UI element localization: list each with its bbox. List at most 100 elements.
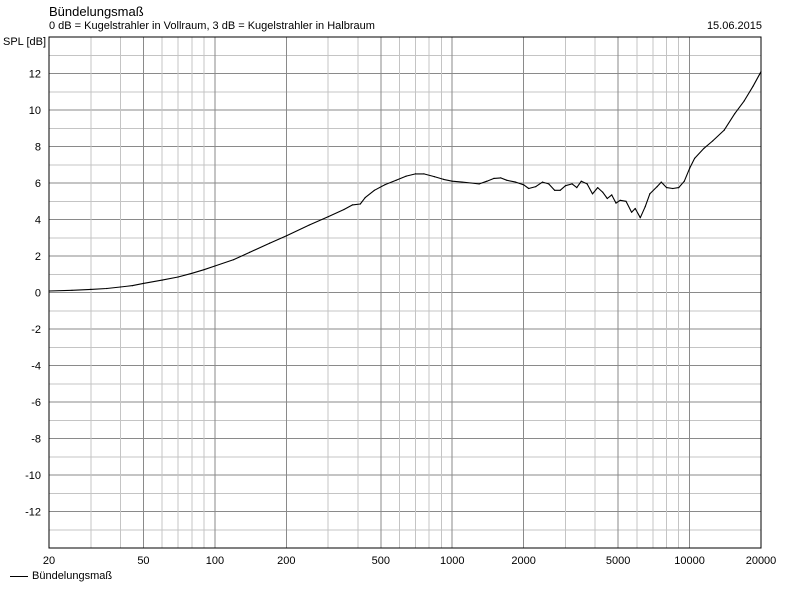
- data-point: [470, 182, 472, 184]
- data-point: [678, 187, 680, 189]
- data-point: [597, 187, 599, 189]
- data-point: [461, 181, 463, 183]
- data-point: [142, 282, 144, 284]
- x-tick-label: 10000: [674, 555, 705, 567]
- x-tick-label: 20: [43, 555, 55, 567]
- chart-date: 15.06.2015: [706, 20, 762, 32]
- data-point: [405, 175, 407, 177]
- y-tick-label: -4: [31, 361, 41, 373]
- data-point: [743, 100, 745, 102]
- data-point: [500, 177, 502, 179]
- data-point: [712, 140, 714, 142]
- data-point: [359, 203, 361, 205]
- data-point: [649, 193, 651, 195]
- data-point: [723, 129, 725, 131]
- data-point: [752, 85, 754, 87]
- data-point: [703, 147, 705, 149]
- x-tick-label: 200: [277, 555, 295, 567]
- y-tick-label: -6: [31, 397, 41, 409]
- data-point: [689, 167, 691, 169]
- x-tick-label: 100: [206, 555, 224, 567]
- y-tick-label: -2: [31, 324, 41, 336]
- legend: Bündelungsmaß: [10, 570, 112, 582]
- series-line: [48, 71, 762, 292]
- data-point: [486, 180, 488, 182]
- data-point: [602, 191, 604, 193]
- data-point: [269, 242, 271, 244]
- data-point: [132, 285, 134, 287]
- data-point: [760, 71, 762, 73]
- data-point: [214, 265, 216, 267]
- chart-subtitle: 0 dB = Kugelstrahler in Vollraum, 3 dB =…: [49, 20, 375, 32]
- data-point: [506, 179, 508, 181]
- x-tick-label: 5000: [606, 555, 630, 567]
- data-point: [683, 180, 685, 182]
- data-point: [548, 183, 550, 185]
- data-point: [611, 194, 613, 196]
- y-tick-label: 10: [29, 105, 41, 117]
- data-point: [734, 113, 736, 115]
- data-point: [351, 204, 354, 206]
- data-point: [615, 202, 617, 204]
- data-point: [515, 181, 517, 183]
- y-tick-label: 4: [35, 215, 41, 227]
- y-axis-label: SPL [dB]: [3, 36, 47, 48]
- data-point: [694, 157, 696, 159]
- data-point: [580, 180, 582, 182]
- data-point: [414, 173, 417, 175]
- data-point: [606, 197, 608, 200]
- data-point: [285, 235, 287, 237]
- data-point: [191, 272, 193, 274]
- x-tick-label: 2000: [511, 555, 535, 567]
- data-point: [528, 187, 530, 190]
- data-point: [535, 186, 537, 188]
- data-point: [672, 187, 674, 190]
- data-point: [327, 216, 329, 218]
- data-point: [634, 207, 636, 210]
- data-point: [233, 259, 235, 261]
- data-point: [119, 286, 121, 288]
- legend-line-swatch: [10, 575, 28, 577]
- data-point: [451, 180, 453, 182]
- data-point: [90, 288, 92, 290]
- data-point: [564, 185, 567, 187]
- data-point: [384, 184, 386, 186]
- data-point: [249, 251, 251, 253]
- data-point: [177, 276, 179, 278]
- data-point: [203, 269, 205, 271]
- data-point: [48, 290, 50, 292]
- data-point: [373, 189, 375, 191]
- y-tick-label: -10: [25, 470, 41, 482]
- x-tick-label: 500: [372, 555, 390, 567]
- data-point: [631, 211, 633, 213]
- y-tick-label: -12: [25, 507, 41, 519]
- data-point: [586, 183, 588, 185]
- y-tick-label: 8: [35, 142, 41, 154]
- x-tick-label: 20000: [746, 555, 777, 567]
- data-point: [559, 189, 561, 191]
- data-point: [554, 189, 556, 191]
- legend-label: Bündelungsmaß: [32, 570, 113, 582]
- data-point: [161, 279, 163, 281]
- chart-title: Bündelungsmaß: [49, 4, 144, 19]
- data-point: [656, 186, 658, 188]
- data-point: [433, 176, 435, 178]
- data-point: [660, 181, 662, 183]
- data-point: [576, 187, 578, 189]
- data-point: [625, 200, 627, 202]
- data-point: [523, 184, 525, 186]
- data-point: [591, 193, 594, 195]
- data-point: [639, 217, 641, 219]
- x-tick-label: 1000: [440, 555, 464, 567]
- x-tick-label: 50: [137, 555, 149, 567]
- y-tick-label: 0: [35, 288, 41, 300]
- y-tick-label: 6: [35, 178, 41, 190]
- data-point: [343, 208, 345, 211]
- data-point: [571, 183, 573, 185]
- data-point: [493, 177, 495, 179]
- data-point: [666, 187, 668, 189]
- data-point: [395, 179, 397, 181]
- data-point: [644, 206, 646, 208]
- plot-border: [48, 36, 762, 549]
